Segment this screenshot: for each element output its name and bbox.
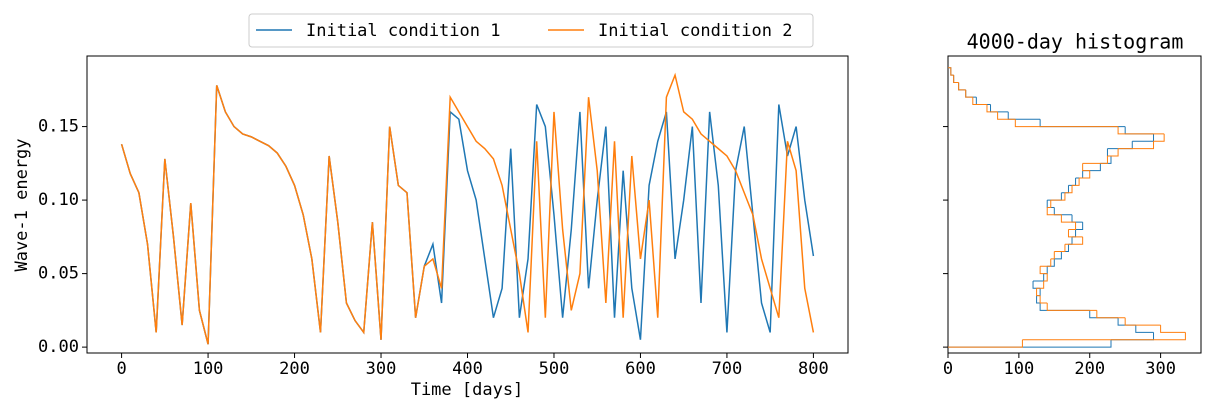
histogram-step xyxy=(990,104,1009,113)
legend-box xyxy=(248,13,814,48)
x-tick-label: 200 xyxy=(1074,359,1105,379)
histogram-step xyxy=(1033,273,1045,282)
y-tick-label: 0.10 xyxy=(38,190,79,210)
x-tick-label: 400 xyxy=(452,359,483,379)
histogram-step xyxy=(1007,111,1041,120)
histogram-step xyxy=(1071,214,1083,223)
histogram-step xyxy=(1082,163,1090,172)
histogram-step xyxy=(1050,251,1055,260)
x-tick-label: 600 xyxy=(625,359,656,379)
x-tick-label: 300 xyxy=(1145,359,1176,379)
histogram-step xyxy=(948,67,954,76)
histogram-step xyxy=(1040,258,1052,267)
histogram-step xyxy=(1107,148,1119,157)
histogram-step xyxy=(948,339,1112,348)
histogram-step xyxy=(1082,163,1101,172)
histogram-step xyxy=(1153,133,1165,142)
histogram-step xyxy=(1135,325,1154,333)
histogram-step xyxy=(1117,317,1136,326)
histogram-step xyxy=(1089,310,1119,319)
histogram-step xyxy=(1039,266,1048,275)
series-line xyxy=(120,72,815,345)
histogram-step xyxy=(965,89,977,98)
histogram-step xyxy=(1054,244,1066,253)
y-tick-label: 0.00 xyxy=(38,337,79,357)
histogram-step xyxy=(1124,317,1161,326)
histogram-step xyxy=(1068,178,1077,186)
x-tick-label: 700 xyxy=(712,359,743,379)
histogram-axes-frame xyxy=(947,55,1202,354)
histogram-step xyxy=(1036,288,1041,297)
histogram-step xyxy=(1014,119,1119,128)
histogram-step xyxy=(948,339,1023,348)
histogram-step xyxy=(1060,214,1076,223)
histogram-title: 4000-day histogram xyxy=(967,30,1184,54)
histogram-step xyxy=(1096,310,1126,319)
histogram-step xyxy=(958,82,966,91)
histogram-step xyxy=(1079,170,1091,179)
histogram-step xyxy=(1047,200,1052,208)
histogram-step xyxy=(1106,148,1111,157)
x-tick-label: 100 xyxy=(193,359,224,379)
x-axis-label: Time [days] xyxy=(411,380,524,400)
histogram-step xyxy=(1124,126,1154,135)
histogram-step xyxy=(1050,192,1066,201)
x-tick-label: 100 xyxy=(1004,359,1035,379)
histogram-step xyxy=(986,104,998,113)
histogram-step xyxy=(953,75,959,83)
histogram-step xyxy=(1054,251,1062,260)
histogram-step xyxy=(1022,332,1186,341)
histogram-step xyxy=(958,82,966,91)
histogram-step xyxy=(1043,266,1048,275)
histogram-step xyxy=(1100,155,1112,164)
y-axis-label: Wave-1 energy xyxy=(12,138,32,271)
histogram-step xyxy=(1082,155,1108,164)
legend-label: Initial condition 2 xyxy=(598,21,792,41)
histogram-step xyxy=(1043,273,1048,282)
histogram-step xyxy=(1111,332,1155,341)
histogram-step xyxy=(1075,170,1084,179)
histogram-step xyxy=(953,75,959,83)
y-tick-label: 0.15 xyxy=(38,117,79,137)
legend-label: Initial condition 1 xyxy=(306,21,500,41)
x-tick-label: 0 xyxy=(943,359,953,379)
histogram-step xyxy=(972,97,987,106)
histogram-step xyxy=(1068,222,1077,230)
histogram-step xyxy=(1132,133,1155,142)
histogram-step xyxy=(1053,207,1073,216)
histogram-step xyxy=(1118,141,1155,150)
histogram-step xyxy=(1036,280,1045,289)
x-tick-label: 200 xyxy=(279,359,310,379)
y-tick-label: 0.05 xyxy=(38,264,79,284)
x-tick-label: 300 xyxy=(366,359,397,379)
histogram-step xyxy=(1036,288,1041,297)
histogram-step xyxy=(1047,192,1062,201)
series-line xyxy=(120,85,815,345)
x-tick-label: 500 xyxy=(539,359,570,379)
histogram-step xyxy=(1068,236,1073,245)
histogram-step xyxy=(1160,325,1186,333)
histogram-step xyxy=(1072,178,1080,186)
x-tick-label: 0 xyxy=(116,359,126,379)
histogram-step xyxy=(1046,207,1062,216)
histogram-step xyxy=(1032,280,1041,289)
histogram-step xyxy=(1036,295,1041,304)
histogram-step xyxy=(1064,185,1073,194)
histogram-step xyxy=(1067,229,1083,238)
histogram-step xyxy=(1117,126,1165,135)
histogram-step xyxy=(1039,295,1048,304)
histogram-step xyxy=(997,111,1016,120)
histogram-step xyxy=(1107,141,1133,150)
histogram-step xyxy=(1064,236,1084,245)
histogram-step xyxy=(1061,185,1069,194)
histogram-step xyxy=(1072,229,1077,238)
histogram-step xyxy=(965,89,973,98)
histogram-step xyxy=(1046,303,1097,311)
histogram-step xyxy=(1039,119,1126,128)
histogram-step xyxy=(975,97,991,106)
x-tick-label: 800 xyxy=(798,359,829,379)
histogram-step xyxy=(1075,222,1084,230)
